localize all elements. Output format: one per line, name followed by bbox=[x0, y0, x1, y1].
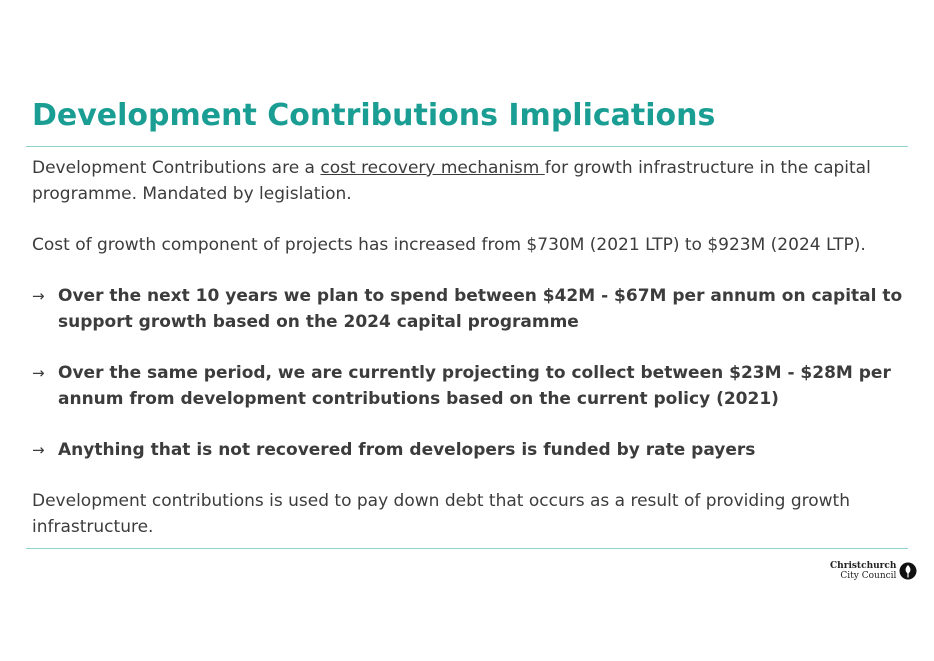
cost-of-growth-paragraph: Cost of growth component of projects has… bbox=[32, 235, 866, 255]
bullet-text: Over the same period, we are currently p… bbox=[58, 363, 891, 409]
bullet-text: Anything that is not recovered from deve… bbox=[58, 440, 756, 460]
logo-line-2: City Council bbox=[840, 571, 897, 581]
leaf-icon bbox=[899, 562, 917, 580]
arrow-right-icon: → bbox=[32, 287, 45, 305]
page-title: Development Contributions Implications bbox=[32, 98, 716, 133]
logo-line-1: Christchurch bbox=[830, 561, 897, 571]
bullet-text: Over the next 10 years we plan to spend … bbox=[58, 286, 903, 332]
bullet-item: → Over the same period, we are currently… bbox=[32, 360, 904, 412]
footer-divider bbox=[26, 548, 908, 549]
intro-prefix: Development Contributions are a bbox=[32, 158, 321, 178]
intro-suffix: for growth infrastructure in the capital… bbox=[32, 158, 871, 204]
bullet-item: → Over the next 10 years we plan to spen… bbox=[32, 283, 904, 335]
intro-paragraph: Development Contributions are a cost rec… bbox=[32, 155, 904, 207]
cost-recovery-link[interactable]: cost recovery mechanism bbox=[320, 158, 545, 178]
arrow-right-icon: → bbox=[32, 441, 45, 459]
slide-content: Development Contributions are a cost rec… bbox=[32, 155, 904, 540]
closing-paragraph: Development contributions is used to pay… bbox=[32, 491, 850, 537]
arrow-right-icon: → bbox=[32, 364, 45, 382]
council-logo: Christchurch City Council bbox=[830, 561, 917, 581]
title-divider bbox=[26, 146, 908, 147]
logo-wordmark: Christchurch City Council bbox=[830, 561, 896, 581]
bullet-item: → Anything that is not recovered from de… bbox=[32, 437, 904, 463]
